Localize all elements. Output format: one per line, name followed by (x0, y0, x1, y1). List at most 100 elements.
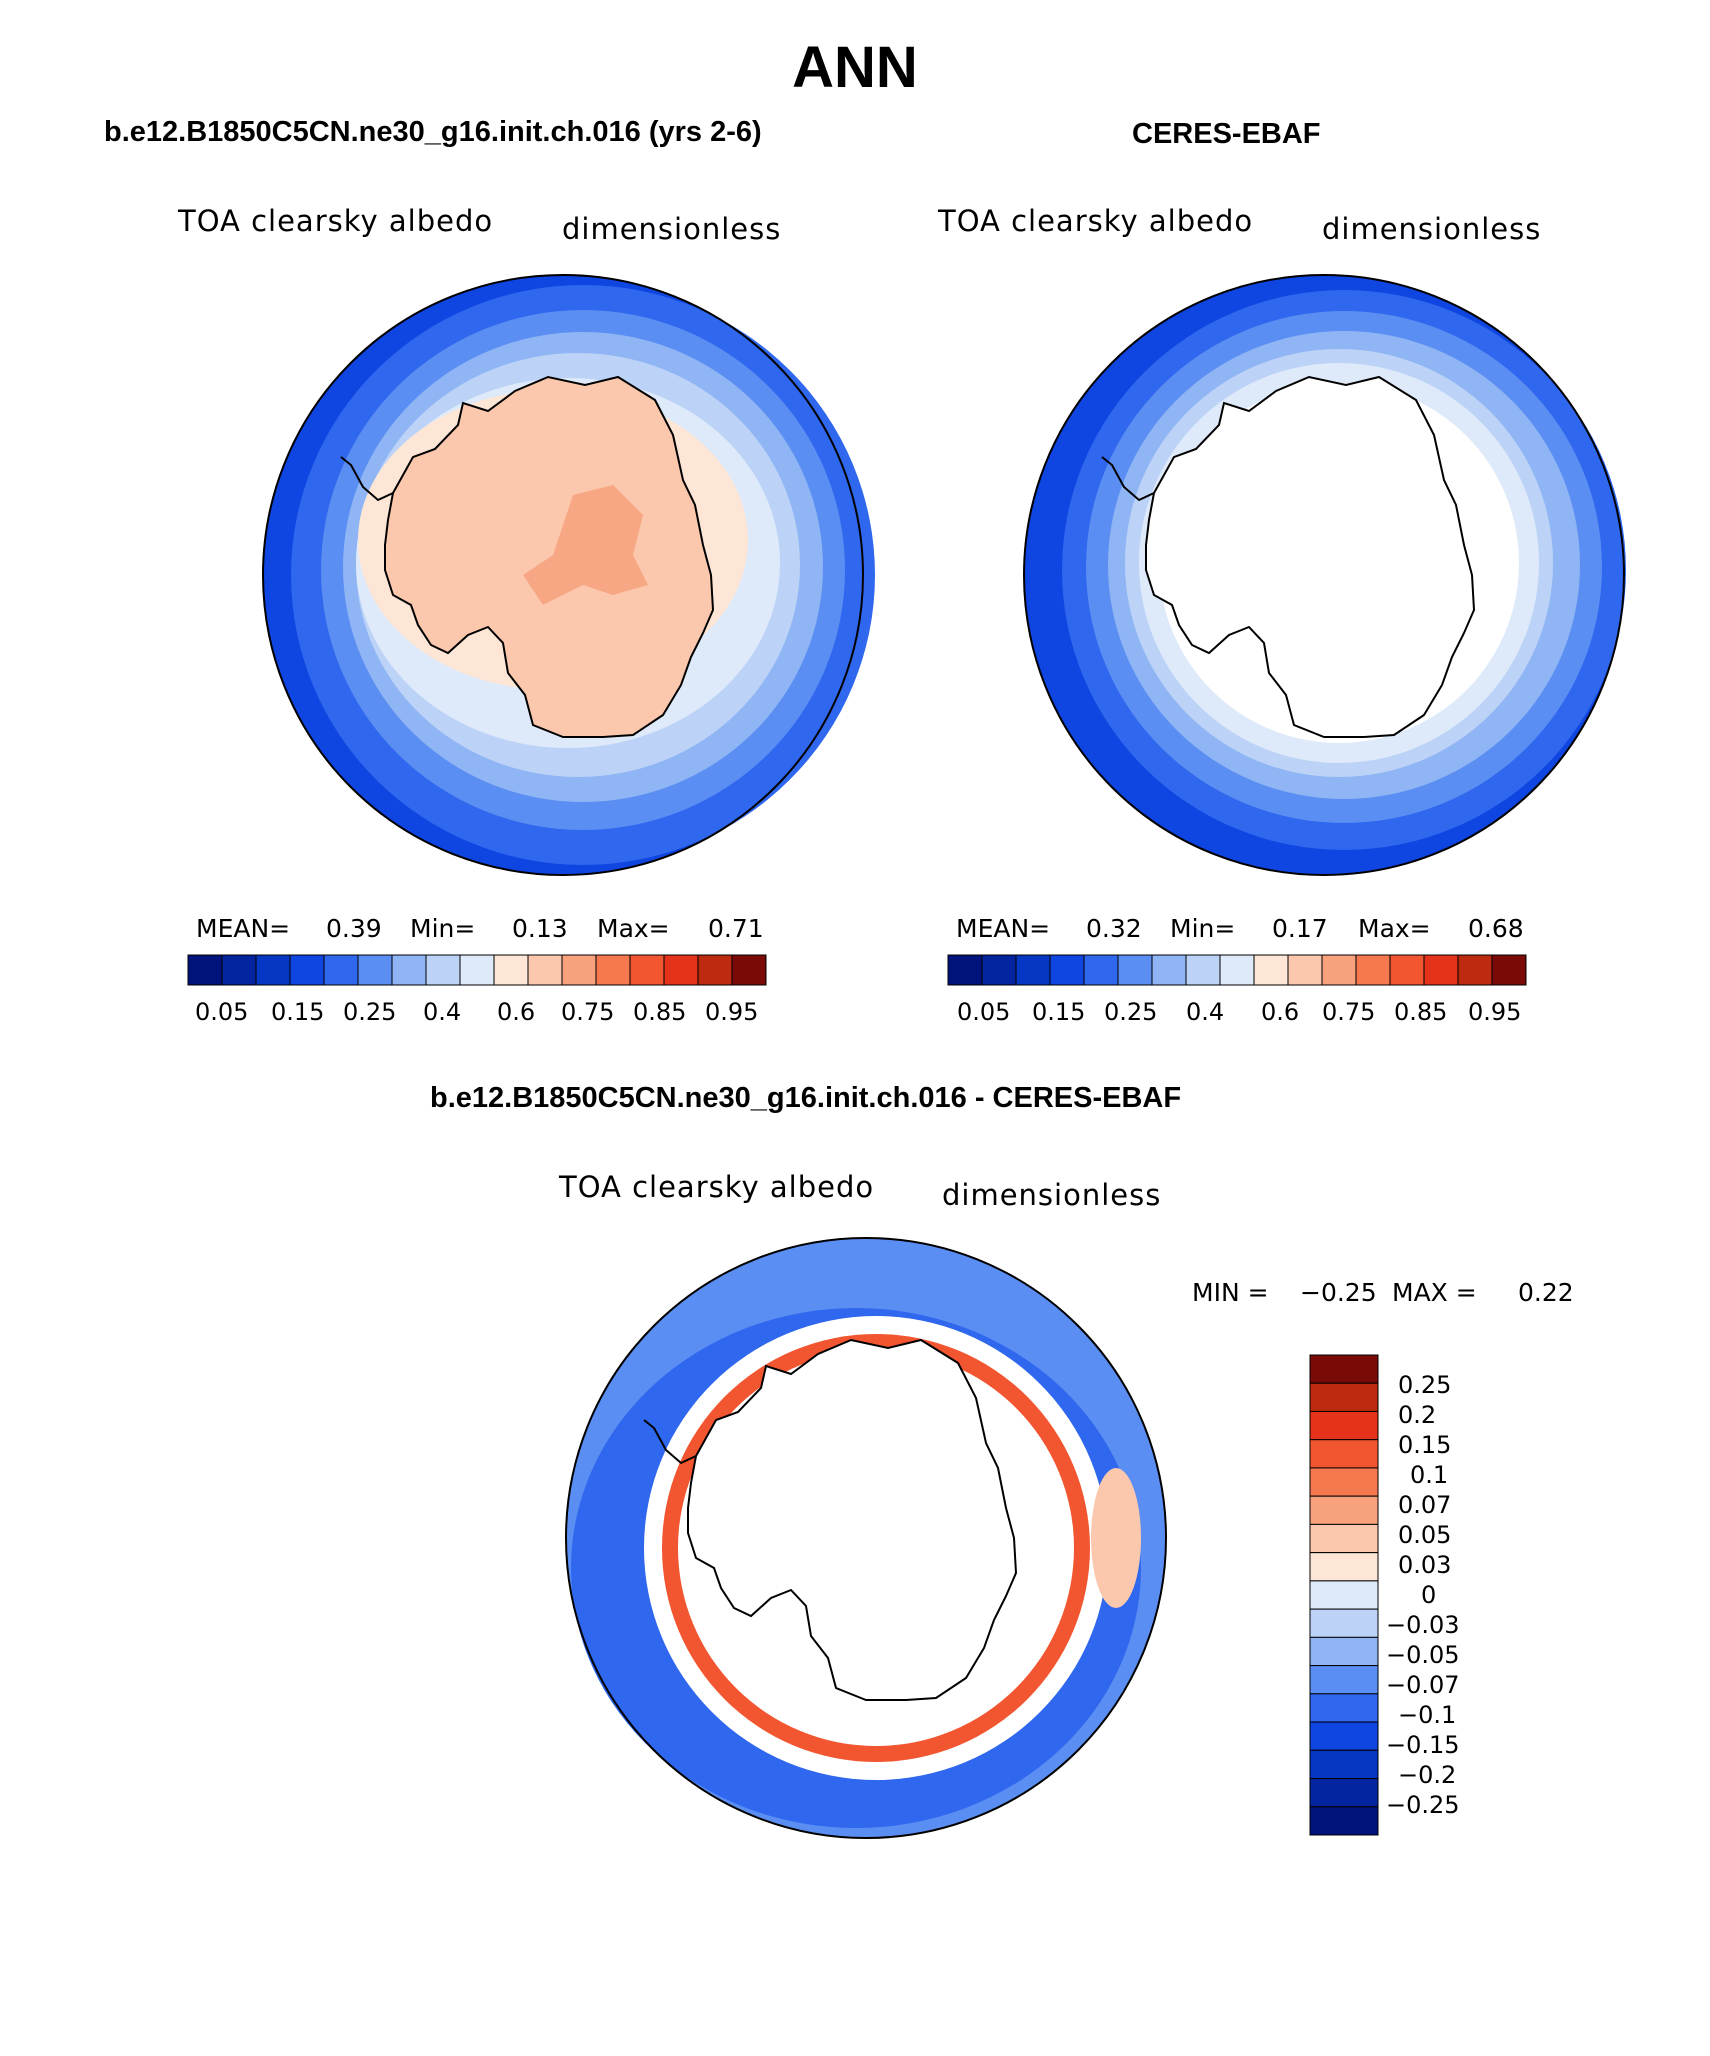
panel-title-obs: CERES-EBAF (1132, 118, 1321, 150)
colorbar-swatch (1321, 954, 1357, 986)
max-value-model: 0.71 (708, 914, 764, 943)
colorbar-swatch (1309, 1580, 1379, 1610)
colorbar-swatch (1389, 954, 1425, 986)
units-label-diff: dimensionless (942, 1178, 1162, 1212)
max-value-diff: 0.22 (1518, 1278, 1574, 1307)
colorbar-tick-diff: −0.15 (1386, 1731, 1460, 1759)
colorbar-tick-diff: 0.03 (1398, 1551, 1452, 1579)
max-label-obs: Max= (1358, 914, 1431, 943)
colorbar-swatch (493, 954, 529, 986)
map-obs (1023, 274, 1626, 876)
colorbar-swatch (1309, 1354, 1379, 1384)
colorbar-tick-model: 0.15 (271, 998, 325, 1026)
variable-label-diff: TOA clearsky albedo (559, 1170, 875, 1204)
colorbar-swatch (731, 954, 767, 986)
colorbar-swatch (221, 954, 257, 986)
colorbar-swatch (1015, 954, 1051, 986)
colorbar-swatch (1355, 954, 1391, 986)
colorbar-swatch (1253, 954, 1289, 986)
min-label-model: Min= (410, 914, 476, 943)
colorbar-swatch (947, 954, 983, 986)
colorbar-swatch (1309, 1495, 1379, 1525)
colorbar-tick-diff: 0 (1421, 1581, 1437, 1609)
colorbar-tick-obs: 0.85 (1394, 998, 1448, 1026)
units-label-obs: dimensionless (1322, 212, 1542, 246)
colorbar-diff (1309, 1354, 1379, 1836)
mean-label-model: MEAN= (196, 914, 291, 943)
map-model (262, 274, 875, 876)
colorbar-swatch (1309, 1439, 1379, 1469)
min-label-diff: MIN = (1192, 1278, 1269, 1307)
colorbar-tick-diff: 0.2 (1398, 1401, 1437, 1429)
colorbar-swatch (1309, 1467, 1379, 1497)
colorbar-swatch (1309, 1410, 1379, 1441)
colorbar-tick-model: 0.85 (633, 998, 687, 1026)
colorbar-swatch (255, 954, 291, 986)
colorbar-tick-diff: 0.15 (1398, 1431, 1452, 1459)
colorbar-swatch (629, 954, 665, 986)
mean-label-obs: MEAN= (956, 914, 1051, 943)
colorbar-swatch (1219, 954, 1255, 986)
max-label-diff: MAX = (1392, 1278, 1477, 1307)
colorbar-swatch (1117, 954, 1153, 986)
panel-title-model: b.e12.B1850C5CN.ne30_g16.init.ch.016 (yr… (104, 116, 762, 148)
min-label-obs: Min= (1170, 914, 1236, 943)
colorbar-tick-diff: 0.05 (1398, 1521, 1452, 1549)
colorbar-swatch (1185, 954, 1221, 986)
colorbar-swatch (1309, 1665, 1379, 1695)
colorbar-model (187, 954, 767, 986)
colorbar-tick-diff: −0.05 (1386, 1641, 1460, 1669)
colorbar-swatch (1309, 1806, 1379, 1836)
colorbar-swatch (289, 954, 325, 986)
colorbar-tick-model: 0.05 (195, 998, 249, 1026)
colorbar-tick-obs: 0.4 (1186, 998, 1225, 1026)
colorbar-tick-diff: 0.25 (1398, 1371, 1452, 1399)
colorbar-tick-diff: −0.03 (1386, 1611, 1460, 1639)
colorbar-swatch (1309, 1382, 1379, 1412)
colorbar-swatch (1309, 1693, 1379, 1723)
colorbar-tick-obs: 0.6 (1261, 998, 1300, 1026)
colorbar-swatch (1309, 1636, 1379, 1667)
colorbar-swatch (1287, 954, 1323, 986)
colorbar-swatch (697, 954, 733, 986)
colorbar-swatch (561, 954, 597, 986)
colorbar-tick-model: 0.4 (423, 998, 462, 1026)
colorbar-swatch (1151, 954, 1187, 986)
colorbar-swatch (1309, 1552, 1379, 1582)
colorbar-tick-obs: 0.95 (1468, 998, 1522, 1026)
colorbar-tick-diff: −0.25 (1386, 1791, 1460, 1819)
colorbar-swatch (459, 954, 495, 986)
colorbar-swatch (323, 954, 359, 986)
colorbar-swatch (1491, 954, 1527, 986)
colorbar-tick-model: 0.75 (561, 998, 615, 1026)
colorbar-swatch (1309, 1778, 1379, 1808)
min-value-diff: −0.25 (1300, 1278, 1377, 1307)
colorbar-swatch (981, 954, 1017, 986)
variable-label-obs: TOA clearsky albedo (938, 204, 1254, 238)
panel-title-diff: b.e12.B1850C5CN.ne30_g16.init.ch.016 - C… (430, 1082, 1182, 1114)
min-value-obs: 0.17 (1272, 914, 1328, 943)
colorbar-tick-obs: 0.25 (1104, 998, 1158, 1026)
colorbar-swatch (187, 954, 223, 986)
colorbar-swatch (391, 954, 427, 986)
mean-value-model: 0.39 (326, 914, 382, 943)
colorbar-swatch (1457, 954, 1493, 986)
colorbar-tick-diff: 0.1 (1410, 1461, 1449, 1489)
colorbar-swatch (1309, 1608, 1379, 1638)
colorbar-tick-model: 0.6 (497, 998, 536, 1026)
colorbar-swatch (1309, 1721, 1379, 1751)
colorbar-tick-diff: −0.07 (1386, 1671, 1460, 1699)
figure-title: ANN (792, 35, 918, 100)
min-value-model: 0.13 (512, 914, 568, 943)
colorbar-tick-model: 0.95 (705, 998, 759, 1026)
colorbar-swatch (1083, 954, 1119, 986)
colorbar-tick-diff: −0.2 (1398, 1761, 1457, 1789)
colorbar-tick-diff: −0.1 (1398, 1701, 1457, 1729)
colorbar-tick-diff: 0.07 (1398, 1491, 1452, 1519)
map-diff (565, 1237, 1167, 1839)
colorbar-swatch (1309, 1523, 1379, 1554)
colorbar-tick-obs: 0.05 (957, 998, 1011, 1026)
units-label-model: dimensionless (562, 212, 782, 246)
colorbar-tick-model: 0.25 (343, 998, 397, 1026)
